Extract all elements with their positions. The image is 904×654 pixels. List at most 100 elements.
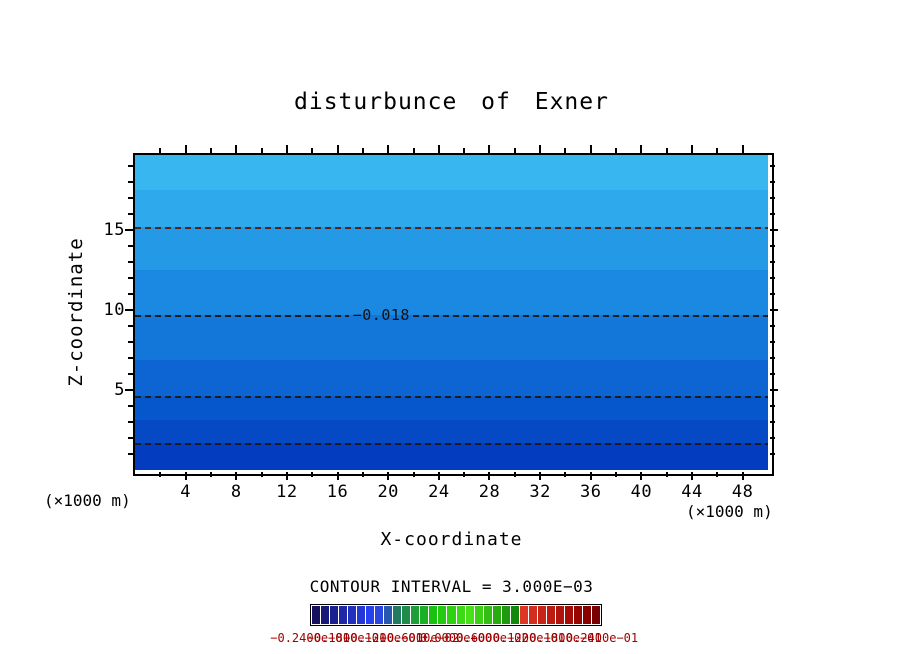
colorbar-tick-label: −0.1200e−01 — [343, 631, 423, 645]
x-axis-tick — [463, 472, 466, 477]
x-axis-tick — [741, 145, 744, 153]
x-axis-tick — [665, 472, 668, 477]
x-axis-tick — [412, 472, 415, 477]
contour-fill-band — [135, 396, 768, 421]
x-tick-label: 48 — [731, 482, 754, 502]
y-axis-tick — [128, 245, 133, 248]
y-axis-tick — [128, 165, 133, 168]
y-axis-tick — [770, 229, 778, 232]
x-axis-tick — [412, 148, 415, 153]
x-axis-tick — [311, 472, 314, 477]
y-axis-tick — [770, 341, 775, 344]
colorbar-tick-label: −0.6000e−02 — [379, 631, 460, 645]
x-axis-tick — [209, 472, 212, 477]
x-axis-tick — [260, 472, 263, 477]
y-axis-tick — [770, 245, 775, 248]
colorbar-stripe — [411, 606, 420, 624]
x-axis-tick — [463, 148, 466, 153]
colorbar-stripe — [510, 606, 519, 624]
colorbar-tick-label: 0.0000e+00 — [419, 631, 493, 645]
x-axis-tick — [640, 472, 643, 480]
x-axis-tick — [437, 472, 440, 480]
x-tick-label: 4 — [180, 482, 191, 502]
x-axis-tick — [159, 472, 162, 477]
x-axis-tick — [260, 148, 263, 153]
colorbar-stripe — [321, 606, 330, 624]
y-axis-tick — [770, 181, 775, 184]
y-axis-tick — [770, 261, 775, 264]
y-axis-tick — [770, 405, 775, 408]
y-axis-tick — [125, 229, 133, 232]
x-tick-label: 20 — [377, 482, 399, 502]
y-axis-tick — [770, 197, 775, 200]
y-axis-tick — [770, 293, 775, 296]
x-axis-tick — [361, 472, 364, 477]
contour-fill-band — [135, 314, 768, 360]
x-axis-tick — [589, 145, 592, 153]
y-axis-tick — [125, 389, 133, 392]
colorbar-stripe — [492, 606, 501, 624]
colorbar-tick-label: 0.2400e−01 — [565, 631, 639, 645]
colorbar — [310, 604, 602, 626]
plot-area: −0.018 — [125, 145, 778, 480]
colorbar-stripe — [501, 606, 510, 624]
x-axis-tick — [716, 148, 719, 153]
y-axis-tick — [770, 325, 775, 328]
colorbar-tick-label: 0.6000e−02 — [456, 631, 529, 645]
y-axis-tick — [128, 373, 133, 376]
y-tick-label: 10 — [103, 300, 125, 321]
x-axis-tick — [361, 148, 364, 153]
colorbar-tick-label: 0.1200e−01 — [492, 631, 566, 645]
x-axis-tick — [285, 472, 288, 480]
colorbar-stripe — [438, 606, 447, 624]
x-axis-tick — [387, 472, 390, 480]
x-axis-tick — [615, 148, 618, 153]
y-axis-tick — [770, 165, 775, 168]
x-tick-label: 8 — [230, 482, 242, 502]
x-axis-tick — [691, 145, 694, 153]
x-tick-label: 16 — [326, 482, 349, 502]
contour-fill-band — [135, 190, 768, 227]
contour-fill-band — [135, 226, 768, 271]
y-axis-tick — [770, 421, 775, 424]
y-axis-tick — [770, 453, 775, 455]
x-axis-tick — [159, 148, 162, 153]
x-axis-tick — [539, 145, 542, 153]
y-axis-tick — [125, 309, 133, 312]
colorbar-stripe — [384, 606, 393, 624]
x-axis-tick — [285, 145, 288, 153]
x-axis-tick — [235, 145, 238, 153]
y-axis-tick — [128, 453, 133, 455]
colorbar-stripe — [330, 606, 339, 624]
x-axis-tick — [589, 472, 592, 480]
colorbar-stripe — [555, 606, 564, 624]
y-axis-tick — [128, 293, 133, 296]
colorbar-stripe — [339, 606, 348, 624]
colorbar-stripe — [546, 606, 555, 624]
y-axis-tick — [128, 213, 133, 216]
colorbar-stripe — [483, 606, 492, 624]
x-tick-label: 32 — [529, 482, 551, 502]
x-tick-label: 12 — [276, 482, 298, 502]
y-tick-label: 15 — [103, 220, 125, 241]
y-axis-tick — [770, 277, 775, 280]
y-axis-tick — [128, 277, 133, 280]
contour-fill-band — [135, 442, 768, 470]
colorbar-tick-label: 0.1800e−01 — [529, 631, 602, 645]
colorbar-stripe — [312, 606, 321, 624]
y-axis-tick — [770, 373, 775, 376]
x-axis-tick — [488, 472, 491, 480]
y-axis-tick — [128, 261, 133, 264]
x-axis-tick — [184, 472, 187, 480]
colorbar-stripe — [402, 606, 411, 624]
x-axis-tick — [539, 472, 542, 480]
colorbar-stripe — [357, 606, 366, 624]
x-tick-label: 44 — [681, 482, 703, 502]
x-axis-tick — [513, 148, 516, 153]
x-axis-tick — [716, 472, 719, 477]
colorbar-stripe — [582, 606, 591, 624]
y-axis-tick — [770, 389, 778, 392]
y-axis-tick — [770, 357, 775, 360]
colorbar-stripe — [375, 606, 384, 624]
